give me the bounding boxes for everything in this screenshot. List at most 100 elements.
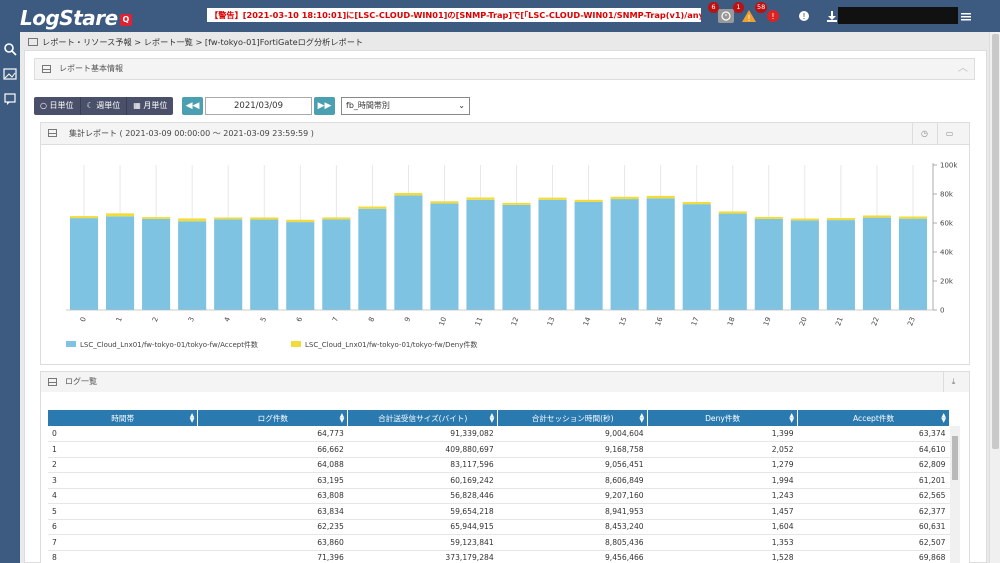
bar-deny (754, 216, 783, 219)
table-cell: 1,399 (647, 426, 798, 442)
svg-text:!: ! (771, 12, 774, 21)
table-row[interactable]: 6 62,235 65,944,915 8,453,240 1,604 60,631 (48, 519, 950, 535)
log-panel-header: ログ一覧 ⤓ (40, 371, 970, 393)
table-cell: 64,773 (197, 426, 348, 442)
basic-info-header[interactable]: レポート基本情報 ︿ (34, 58, 975, 80)
table-row[interactable]: 3 63,195 60,169,242 8,606,849 1,994 61,201 (48, 472, 950, 489)
error-icon[interactable]: ! (765, 9, 781, 23)
date-input[interactable]: 2021/03/09 (205, 97, 312, 115)
table-cell: 64,088 (197, 457, 348, 473)
month-unit-button[interactable]: ▦ 月単位 (127, 97, 174, 115)
table-cell: 5 (48, 503, 198, 520)
error-count-badge: 58 (755, 2, 768, 13)
table-cell: 63,808 (197, 488, 348, 504)
page-scrollbar[interactable] (989, 32, 1000, 563)
sort-icon[interactable]: ▲ ▼ (639, 412, 645, 424)
sort-icon[interactable]: ▲ ▼ (339, 412, 345, 424)
info-icon[interactable] (718, 9, 734, 23)
week-unit-button[interactable]: ☾ 週単位 (80, 97, 128, 115)
next-date-button[interactable]: ▶▶ (314, 97, 335, 115)
bar-accept (646, 198, 675, 310)
x-tick-label: 11 (474, 316, 485, 327)
report-type-select[interactable]: fb_時間帯別 ⌄ (341, 97, 470, 115)
col-header-log-count[interactable]: ログ件数 ▲ ▼ (197, 410, 349, 426)
bar-accept (538, 199, 567, 310)
table-cell: 63,374 (797, 426, 950, 442)
sort-icon[interactable]: ▲ ▼ (941, 412, 946, 424)
table-row[interactable]: 5 63,834 59,654,218 8,941,953 1,457 62,377 (48, 503, 950, 520)
bar-deny (646, 195, 675, 199)
bar-accept (862, 217, 891, 310)
y-tick-label: 0 (940, 307, 944, 315)
table-row[interactable]: 8 71,396 373,179,284 9,456,466 1,528 69,868 (48, 550, 950, 563)
page-scroll-thumb[interactable] (992, 34, 999, 449)
table-row[interactable]: 2 64,088 83,117,596 9,056,451 1,279 62,809 (48, 457, 950, 473)
bar-accept (898, 218, 928, 310)
chat-icon[interactable] (3, 92, 17, 106)
table-cell: 60,169,242 (347, 472, 498, 489)
logo-badge: Q (119, 13, 132, 26)
table-cell: 3 (48, 472, 198, 489)
sort-icon[interactable]: ▲ ▼ (789, 412, 795, 424)
chart-panel-title: 集計レポート ( 2021-03-09 00:00:00 ～ 2021-03-0… (69, 129, 314, 138)
sort-icon[interactable]: ▲ ▼ (189, 412, 195, 424)
col-header-accept[interactable]: Accept件数 ▲ ▼ (797, 410, 950, 426)
download-icon[interactable] (826, 9, 842, 23)
y-tick-label: 60k (940, 220, 954, 228)
table-cell: 8,941,953 (497, 503, 648, 520)
clock-icon[interactable]: ◷ (912, 123, 936, 144)
table-row[interactable]: 1 66,662 409,880,697 9,168,758 2,052 64,610 (48, 441, 950, 458)
bar-accept (322, 219, 351, 310)
bar-accept (574, 201, 603, 310)
chevron-down-icon: ⌄ (458, 101, 465, 110)
bar-accept (286, 222, 315, 310)
col-header-session[interactable]: 合計セッション時間(秒) ▲ ▼ (497, 410, 649, 426)
document-icon[interactable]: ▭ (937, 123, 961, 144)
table-row[interactable]: 0 64,773 91,339,082 9,004,604 1,399 63,374 (48, 426, 950, 442)
prev-date-button[interactable]: ◀◀ (182, 97, 203, 115)
notice-icon[interactable]: ! (797, 9, 813, 23)
table-icon (48, 378, 57, 386)
col-header-deny[interactable]: Deny件数 ▲ ▼ (647, 410, 799, 426)
log-table: 時間帯 ▲ ▼ ログ件数 ▲ ▼ 合計送受信サイズ(バイト) ▲ ▼ 合計セッション時間(秒… (48, 410, 950, 563)
alert-banner[interactable]: 【警告】[2021-03-10 18:10:01]に[LSC-CLOUD-WIN… (207, 8, 701, 22)
table-cell: 83,117,596 (347, 457, 498, 473)
bar-deny (69, 216, 99, 219)
image-icon[interactable] (3, 67, 17, 81)
table-cell: 8 (48, 550, 198, 563)
table-cell: 0 (48, 426, 198, 442)
table-cell: 9,456,466 (497, 550, 648, 563)
collapse-icon[interactable]: ︿ (958, 63, 968, 74)
user-name-box[interactable] (838, 7, 958, 24)
menu-icon[interactable] (960, 9, 976, 23)
table-scrollbar[interactable] (950, 426, 960, 563)
table-row[interactable]: 4 63,808 56,828,446 9,207,160 1,243 62,565 (48, 488, 950, 504)
col-header-time[interactable]: 時間帯 ▲ ▼ (48, 410, 199, 426)
bar-accept (610, 199, 639, 310)
bar-accept (790, 220, 819, 310)
table-cell: 1,604 (647, 519, 798, 535)
table-row[interactable]: 7 63,860 59,123,841 8,805,436 1,353 62,507 (48, 534, 950, 551)
search-icon[interactable] (3, 42, 17, 56)
table-cell: 1 (48, 441, 198, 458)
logo[interactable]: LogStare Q (20, 6, 132, 30)
warning-icon[interactable]: ! (741, 9, 757, 23)
bar-deny (790, 218, 819, 221)
x-tick-label: 6 (295, 315, 304, 322)
export-icon[interactable]: ⤓ (943, 372, 963, 392)
y-tick-label: 40k (940, 249, 954, 257)
bar-deny (322, 217, 351, 220)
table-cell: 8,453,240 (497, 519, 648, 535)
table-cell: 69,868 (797, 550, 950, 563)
x-tick-label: 14 (582, 315, 593, 327)
table-scroll-thumb[interactable] (952, 436, 958, 480)
table-cell: 9,207,160 (497, 488, 648, 504)
col-header-size[interactable]: 合計送受信サイズ(バイト) ▲ ▼ (347, 410, 499, 426)
sort-icon[interactable]: ▲ ▼ (489, 412, 495, 424)
x-tick-label: 22 (870, 316, 881, 327)
breadcrumb: レポート・リソース予報 > レポート一覧 > [fw-tokyo-01]Fort… (28, 36, 363, 47)
bar-accept (142, 218, 171, 310)
bar-accept (69, 218, 99, 310)
day-unit-button[interactable]: ○ 日単位 (34, 97, 81, 115)
x-tick-label: 21 (834, 316, 845, 327)
